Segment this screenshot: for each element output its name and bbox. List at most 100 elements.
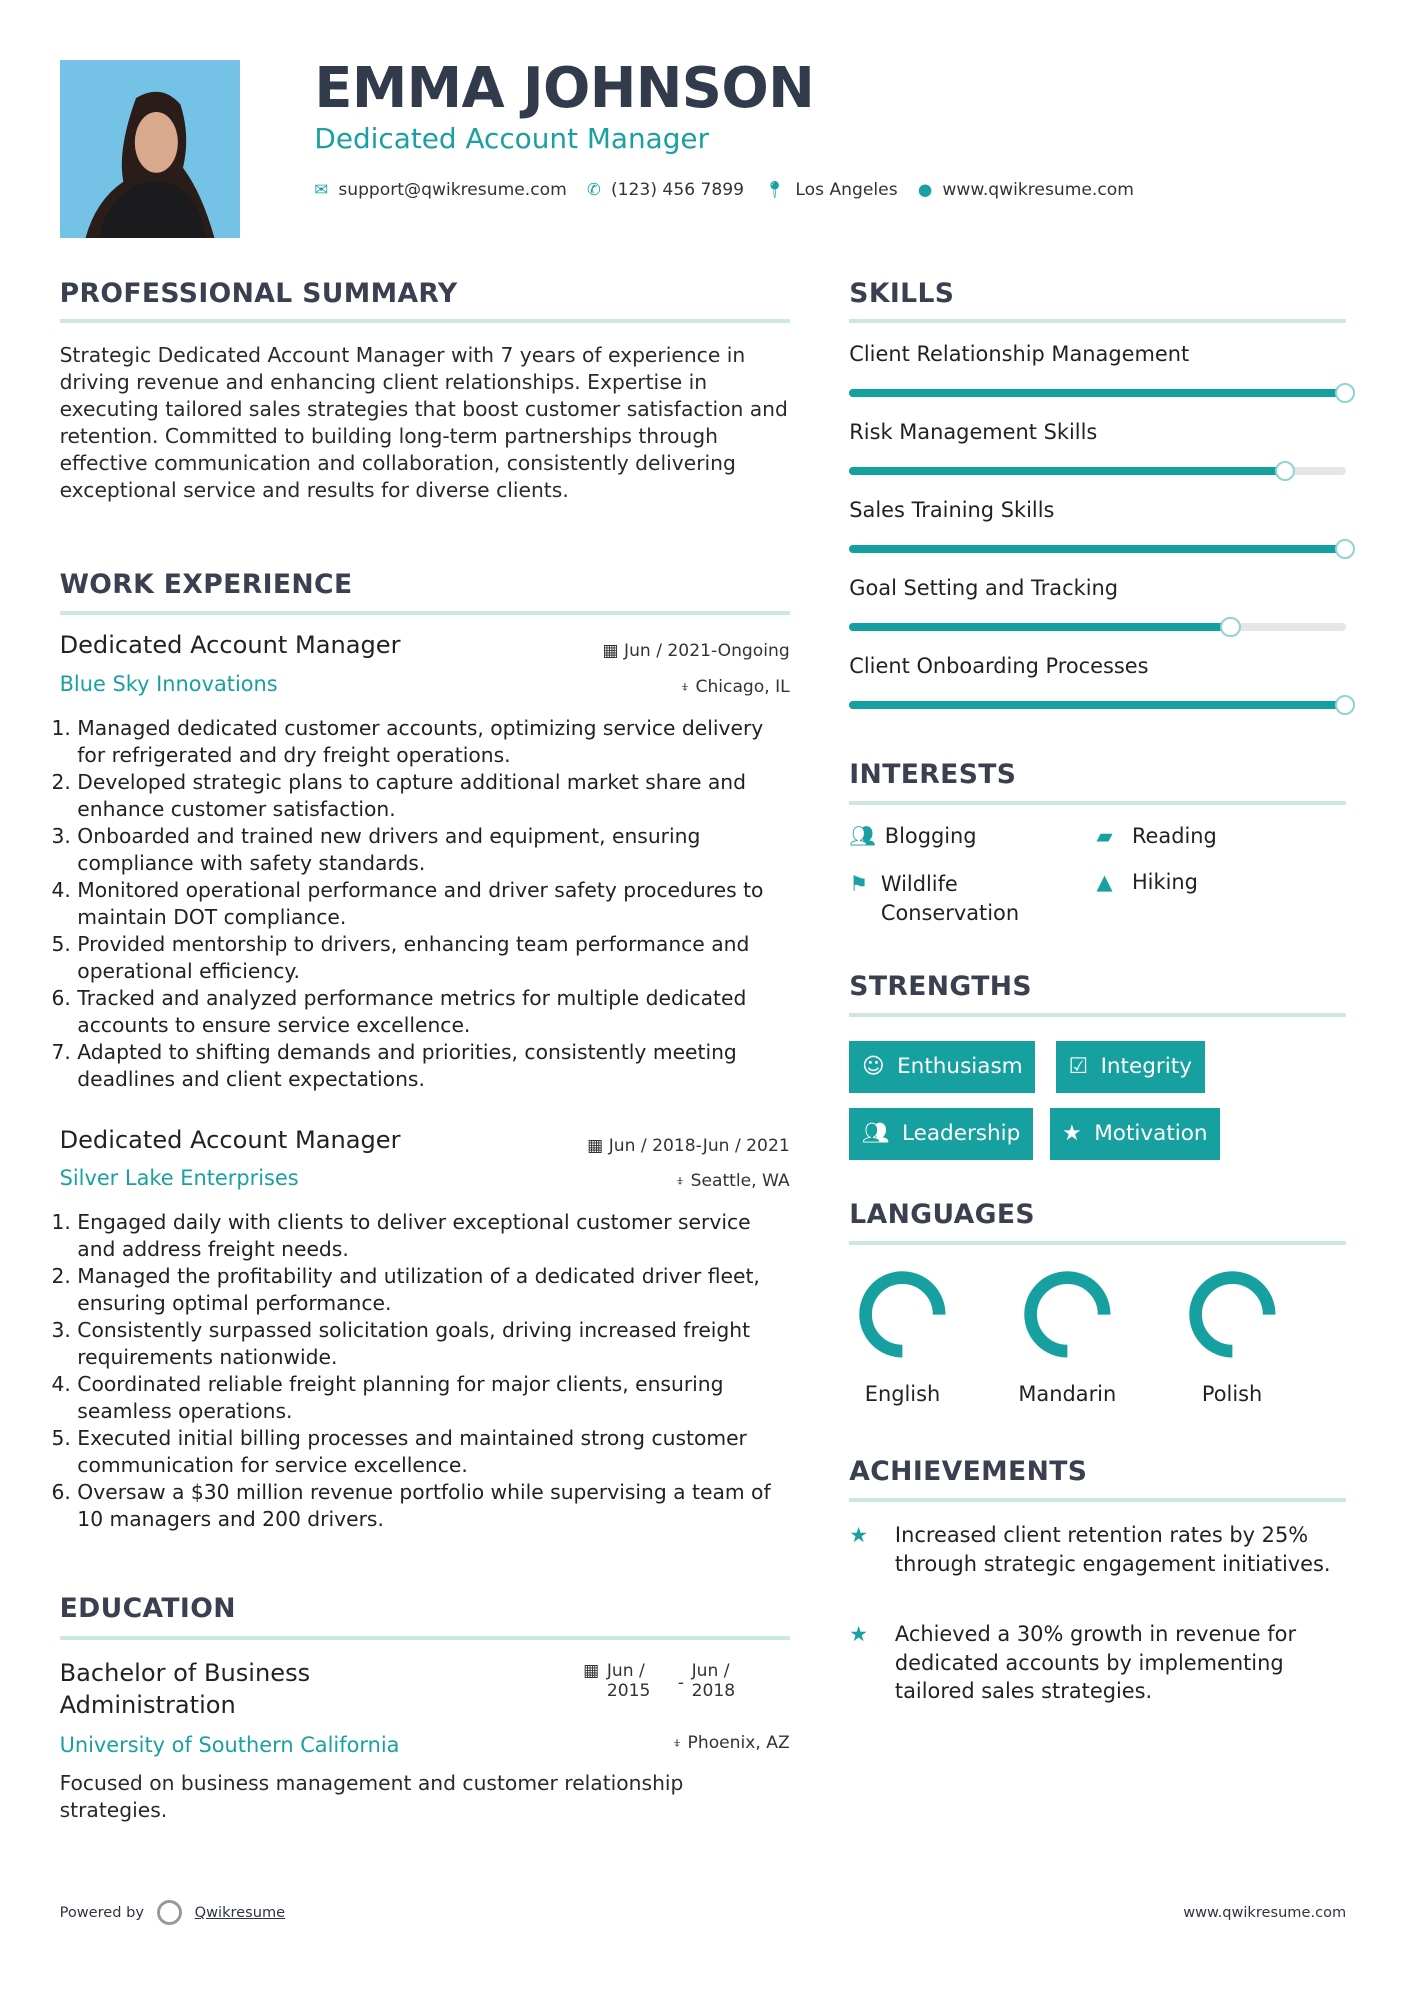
interests-heading: INTERESTS — [849, 759, 1017, 791]
interest-label: Reading — [1131, 823, 1217, 848]
location: Los Angeles — [795, 179, 898, 200]
skill-label: Goal Setting and Tracking — [849, 576, 1119, 601]
list-item: Developed strategic plans to capture add… — [77, 769, 782, 823]
skill-bar-fill — [849, 538, 1356, 560]
map-marker-icon: 📍︎ — [764, 179, 786, 199]
contact-row: ✉ support@qwikresume.com ✆ (123) 456 7899 … — [314, 180, 1134, 200]
candidate-title: Dedicated Account Manager — [314, 121, 710, 155]
job-duties: Managed dedicated customer accounts, opt… — [60, 715, 783, 1093]
divider — [849, 319, 1347, 324]
smile-icon: ☺ — [861, 1054, 885, 1080]
list-item: Executed initial billing processes and m… — [77, 1425, 782, 1479]
calendar-icon: ▦ — [602, 641, 625, 662]
divider — [59, 319, 790, 324]
end-date: Jun / 2018 — [691, 1660, 736, 1701]
list-item: Coordinated reliable freight planning fo… — [77, 1371, 782, 1425]
job-title: Dedicated Account Manager — [59, 631, 401, 660]
education-location: ⍖ Phoenix, AZ — [672, 1733, 790, 1753]
footer-powered: Powered by Qwikresume — [59, 1900, 286, 1926]
degree: Bachelor of Business Administration — [59, 1659, 311, 1719]
powered-by: Powered by — [59, 1904, 144, 1922]
qwikresume-logo-icon — [156, 1900, 182, 1926]
list-item: Engaged daily with clients to deliver ex… — [77, 1209, 782, 1263]
job-location-text: Seattle, WA — [690, 1171, 790, 1192]
achievement-text: Increased client retention rates by 25% … — [894, 1523, 1331, 1576]
interest-item: ▲ Hiking — [1096, 870, 1197, 894]
list-item: Managed the profitability and utilizatio… — [77, 1263, 782, 1317]
strength-label: Integrity — [1100, 1054, 1192, 1080]
strength-badge: ★ Motivation — [1049, 1107, 1221, 1160]
skill-bar-knob — [1334, 694, 1356, 715]
skill-bar — [849, 382, 1356, 404]
language-ring — [1024, 1271, 1111, 1358]
start-date: Jun / 2015 — [606, 1660, 651, 1701]
website[interactable]: www.qwikresume.com — [942, 179, 1134, 200]
strength-label: Motivation — [1094, 1121, 1208, 1147]
divider — [849, 1012, 1347, 1017]
interest-item: 👥︎ Blogging — [849, 824, 976, 849]
skill-bar — [849, 694, 1356, 715]
interest-label: Hiking — [1131, 869, 1198, 894]
skill-bar-fill — [849, 460, 1296, 482]
achievement-text: Achieved a 30% growth in revenue for ded… — [894, 1621, 1297, 1704]
skill-bar-knob — [1334, 382, 1356, 404]
phone-icon: ✆ — [587, 180, 601, 200]
language-label: Mandarin — [1018, 1381, 1117, 1406]
job-title: Dedicated Account Manager — [59, 1125, 401, 1154]
summary-text: Strategic Dedicated Account Manager with… — [59, 343, 788, 503]
language-ring-arc — [859, 1271, 946, 1358]
tree-icon: ▲ — [1096, 869, 1113, 894]
list-item: Consistently surpassed solicitation goal… — [77, 1317, 782, 1371]
education-location-text: Phoenix, AZ — [687, 1732, 790, 1753]
calendar-icon: ▦ — [583, 1660, 600, 1681]
company: Silver Lake Enterprises — [59, 1166, 299, 1191]
skill-bar-fill — [849, 382, 1356, 404]
skill-label: Sales Training Skills — [849, 498, 1055, 523]
strength-badge: ☺ Enthusiasm — [849, 1040, 1036, 1093]
list-item: Adapted to shifting demands and prioriti… — [77, 1039, 782, 1093]
skill-bar-knob — [1275, 460, 1296, 482]
company: Blue Sky Innovations — [59, 671, 278, 696]
work-heading: WORK EXPERIENCE — [59, 569, 353, 601]
skill-label: Client Onboarding Processes — [849, 654, 1149, 679]
job-date: ▦ Jun / 2018-Jun / 2021 — [587, 1136, 790, 1156]
phone: (123) 456 7899 — [610, 179, 745, 200]
date-separator: - — [677, 1673, 685, 1694]
skill-bar — [849, 460, 1347, 482]
brand-link[interactable]: Qwikresume — [194, 1904, 286, 1922]
strength-badge: 👥︎ Leadership — [849, 1107, 1033, 1160]
star-icon: ★ — [849, 1621, 869, 1646]
skill-bar — [849, 538, 1356, 560]
skill-label: Client Relationship Management — [849, 342, 1190, 367]
flag-icon: ⚑ — [849, 871, 869, 896]
language-ring-arc — [1024, 1271, 1111, 1358]
language-ring — [859, 1271, 946, 1358]
skills-heading: SKILLS — [849, 277, 955, 309]
interest-label: Wildlife Conservation — [880, 871, 1020, 925]
star-icon: ★ — [849, 1523, 869, 1548]
book-icon: ▰ — [1096, 823, 1113, 848]
language-label: Polish — [1201, 1381, 1263, 1406]
footer-site[interactable]: www.qwikresume.com — [1183, 1903, 1347, 1921]
job-date: ▦ Jun / 2021-Ongoing — [602, 641, 789, 661]
interest-item: ⚑ Wildlife Conservation — [849, 870, 1064, 928]
job-date-text: Jun / 2021-Ongoing — [624, 641, 790, 662]
list-item: Oversaw a $30 million revenue portfolio … — [77, 1479, 782, 1533]
pin-icon: ⍖ — [671, 1732, 688, 1753]
list-item: Managed dedicated customer accounts, opt… — [77, 715, 782, 769]
list-item: Onboarded and trained new drivers and eq… — [77, 823, 782, 877]
achievement-item: ★ Achieved a 30% growth in revenue for de… — [849, 1620, 1337, 1706]
pin-icon: ⍖ — [679, 676, 696, 697]
skill-bar-fill — [849, 616, 1241, 637]
strength-label: Enthusiasm — [897, 1054, 1023, 1080]
calendar-icon: ▦ — [587, 1135, 609, 1156]
interest-label: Blogging — [884, 823, 977, 848]
list-item: Monitored operational performance and dr… — [77, 877, 782, 931]
skill-bar — [849, 616, 1347, 637]
language-ring — [1189, 1271, 1276, 1358]
email[interactable]: support@qwikresume.com — [338, 179, 567, 200]
divider — [849, 1240, 1347, 1245]
divider — [849, 1498, 1347, 1503]
languages-heading: LANGUAGES — [849, 1199, 1035, 1231]
